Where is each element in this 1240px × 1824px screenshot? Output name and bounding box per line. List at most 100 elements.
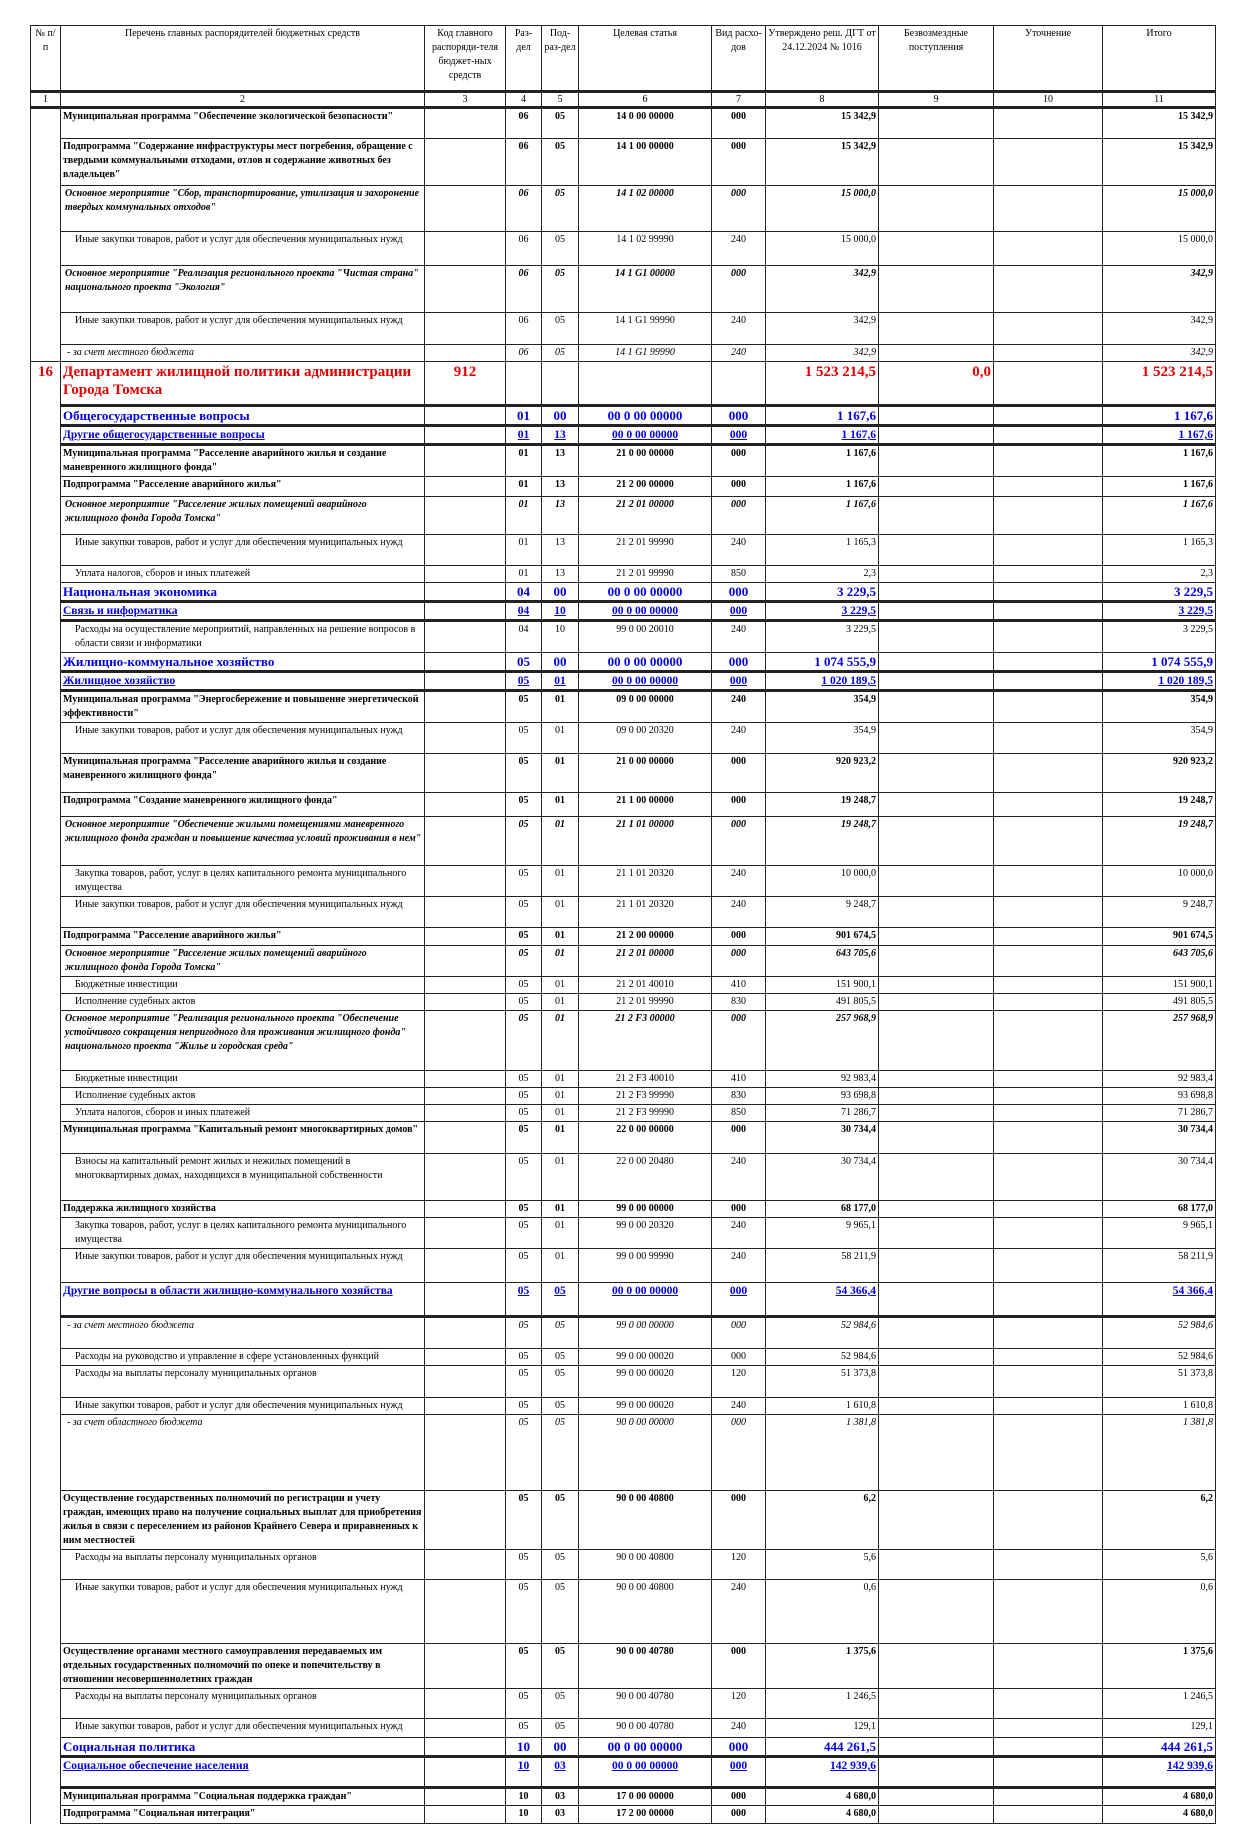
cell-expense-type: 120 — [711, 1688, 766, 1719]
cell-correction — [993, 1316, 1103, 1349]
cell-section: 01 — [505, 444, 542, 477]
cell-recipient-code — [424, 1397, 506, 1415]
cell-subsection: 05 — [541, 138, 579, 186]
table-row: Подпрограмма "Содержание инфраструктуры … — [30, 138, 1216, 186]
cell-free-receipts — [878, 1805, 994, 1824]
table-row: - за счет областного бюджета 05 05 90 0 00 … — [30, 1414, 1216, 1491]
column-number-row-number: 1 — [30, 91, 61, 109]
cell-recipient-code — [424, 1787, 506, 1806]
cell-correction — [993, 1217, 1103, 1249]
cell-free-receipts — [878, 1756, 994, 1789]
cell-total: 30 734,4 — [1102, 1153, 1216, 1201]
cell-section: 05 — [505, 945, 542, 977]
cell-approved-amount: 4 680,0 — [765, 1787, 879, 1806]
table-row: Расходы на выплаты персоналу муниципальн… — [30, 1549, 1216, 1580]
column-number-correction: 10 — [993, 91, 1103, 109]
cell-row-number — [30, 652, 61, 672]
subsection-row: Другие вопросы в области жилищно-коммуна… — [30, 1282, 1216, 1318]
cell-target-article: 00 0 00 00000 — [578, 425, 712, 446]
table-row: Муниципальная программа "Капитальный рем… — [30, 1121, 1216, 1154]
cell-recipient-code — [424, 865, 506, 897]
cell-row-number — [30, 976, 61, 994]
cell-section: 06 — [505, 231, 542, 266]
cell-expense-type: 120 — [711, 1365, 766, 1398]
table-row: Расходы на выплаты персоналу муниципальн… — [30, 1365, 1216, 1398]
subsection-row: Жилищное хозяйство 05 01 00 0 00 00000 000 1 … — [30, 671, 1216, 692]
column-header-subsection: Под-раз-дел — [541, 25, 579, 93]
cell-target-article: 14 1 G1 99990 — [578, 344, 712, 362]
table-row: Основное мероприятие "Расселение жилых п… — [30, 496, 1216, 535]
cell-correction — [993, 896, 1103, 928]
cell-total: 9 248,7 — [1102, 896, 1216, 928]
cell-recipient-name: Другие вопросы в области жилищно-коммуна… — [60, 1282, 425, 1318]
cell-correction — [993, 1121, 1103, 1154]
cell-total: 643 705,6 — [1102, 945, 1216, 977]
cell-free-receipts — [878, 265, 994, 313]
cell-expense-type: 240 — [711, 1718, 766, 1738]
cell-subsection: 05 — [541, 1688, 579, 1719]
cell-target-article: 21 1 01 20320 — [578, 865, 712, 897]
cell-total: 3 229,5 — [1102, 601, 1216, 622]
cell-subsection: 05 — [541, 1549, 579, 1580]
cell-free-receipts — [878, 1348, 994, 1366]
cell-target-article — [578, 361, 712, 407]
cell-recipient-code — [424, 405, 506, 427]
cell-total: 93 698,8 — [1102, 1087, 1216, 1105]
cell-expense-type: 000 — [711, 1316, 766, 1349]
cell-approved-amount: 93 698,8 — [765, 1087, 879, 1105]
cell-target-article: 21 2 01 99990 — [578, 565, 712, 583]
cell-row-number — [30, 185, 61, 232]
cell-approved-amount: 30 734,4 — [765, 1153, 879, 1201]
cell-approved-amount: 491 805,5 — [765, 993, 879, 1011]
cell-approved-amount: 1 610,8 — [765, 1397, 879, 1415]
cell-section: 05 — [505, 652, 542, 673]
cell-expense-type: 240 — [711, 865, 766, 897]
cell-recipient-code — [424, 1348, 506, 1366]
cell-target-article: 21 2 01 00000 — [578, 496, 712, 535]
cell-subsection: 01 — [541, 792, 579, 817]
cell-expense-type: 240 — [711, 620, 766, 653]
cell-approved-amount: 10 000,0 — [765, 865, 879, 897]
cell-recipient-code — [424, 601, 506, 622]
cell-approved-amount: 2,3 — [765, 565, 879, 583]
cell-target-article: 99 0 00 00000 — [578, 1316, 712, 1349]
cell-recipient-code — [424, 1104, 506, 1122]
cell-expense-type: 000 — [711, 425, 766, 446]
cell-recipient-code — [424, 425, 506, 446]
cell-recipient-name: Осуществление органами местного самоупра… — [60, 1643, 425, 1689]
cell-total: 15 342,9 — [1102, 107, 1216, 139]
cell-expense-type: 000 — [711, 816, 766, 866]
cell-free-receipts: 0,0 — [878, 361, 994, 407]
cell-target-article: 21 2 01 00000 — [578, 945, 712, 977]
cell-subsection: 00 — [541, 582, 579, 603]
cell-row-number — [30, 927, 61, 946]
table-row: Иные закупки товаров, работ и услуг для … — [30, 722, 1216, 754]
cell-correction — [993, 1787, 1103, 1806]
cell-free-receipts — [878, 1316, 994, 1349]
cell-free-receipts — [878, 816, 994, 866]
table-row: Основное мероприятие "Реализация региона… — [30, 265, 1216, 313]
table-row: Иные закупки товаров, работ и услуг для … — [30, 896, 1216, 928]
cell-approved-amount: 54 366,4 — [765, 1282, 879, 1318]
cell-free-receipts — [878, 896, 994, 928]
cell-recipient-code — [424, 565, 506, 583]
cell-expense-type: 000 — [711, 1200, 766, 1218]
section-row: Социальная политика 10 00 00 0 00 00000 000 4… — [30, 1737, 1216, 1758]
column-number-approved-amount: 8 — [765, 91, 879, 109]
cell-section: 05 — [505, 976, 542, 994]
column-header-free-receipts: Безвозмездные поступления — [878, 25, 994, 93]
cell-free-receipts — [878, 1688, 994, 1719]
cell-row-number — [30, 722, 61, 754]
cell-total: 142 939,6 — [1102, 1756, 1216, 1789]
cell-section: 05 — [505, 753, 542, 793]
cell-row-number — [30, 231, 61, 266]
cell-expense-type: 000 — [711, 444, 766, 477]
cell-subsection: 01 — [541, 1200, 579, 1218]
cell-approved-amount: 15 342,9 — [765, 138, 879, 186]
cell-correction — [993, 976, 1103, 994]
cell-total: 3 229,5 — [1102, 582, 1216, 603]
cell-total: 15 000,0 — [1102, 231, 1216, 266]
cell-approved-amount: 52 984,6 — [765, 1348, 879, 1366]
cell-total: 9 965,1 — [1102, 1217, 1216, 1249]
cell-free-receipts — [878, 476, 994, 497]
